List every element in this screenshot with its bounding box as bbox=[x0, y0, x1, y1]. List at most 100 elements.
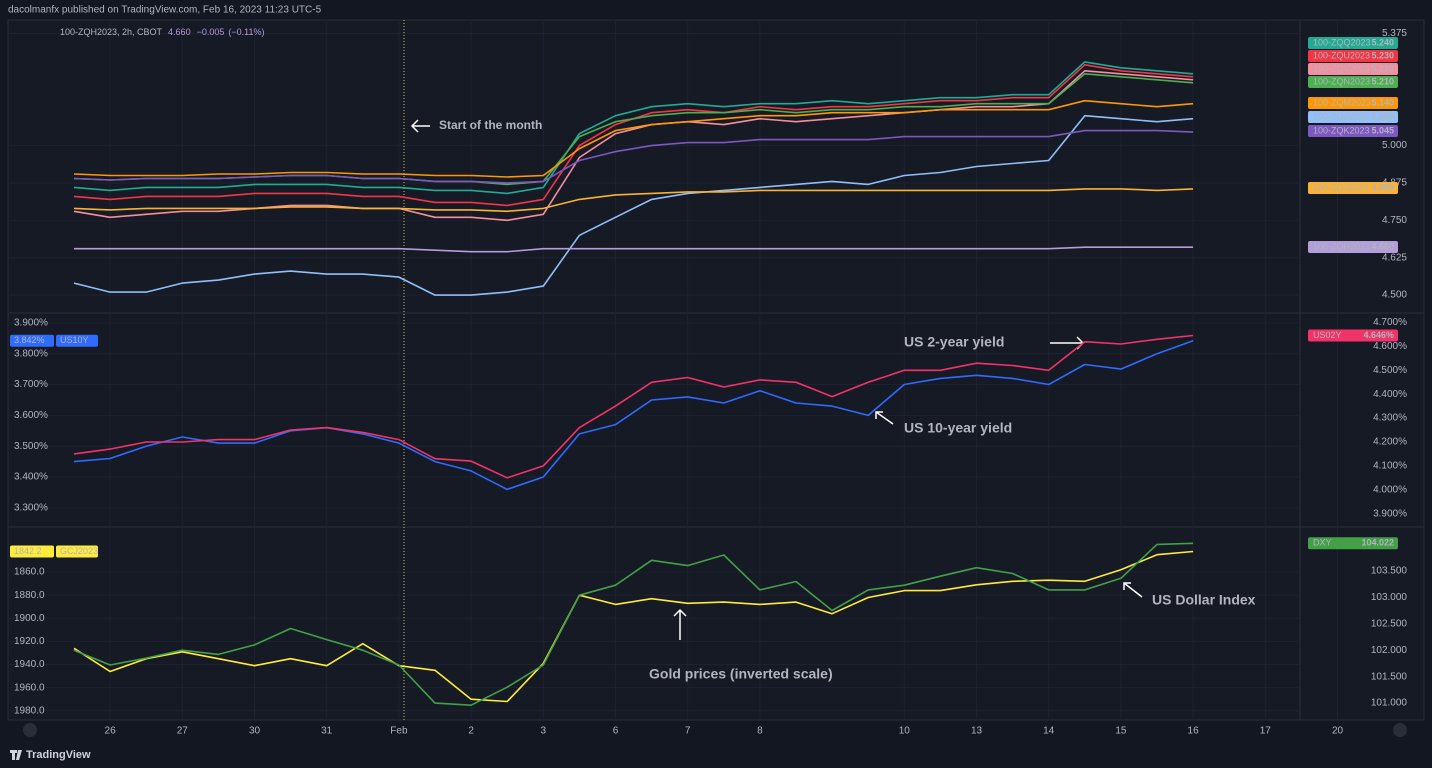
y-tick-label: 5.000 bbox=[1382, 140, 1407, 151]
annotation: US Dollar Index bbox=[1152, 592, 1256, 608]
x-tick-label: 30 bbox=[249, 726, 261, 737]
x-tick-label: 2 bbox=[468, 726, 474, 737]
x-tick-label: 3 bbox=[541, 726, 547, 737]
y2-tick-label: 101.500 bbox=[1371, 671, 1408, 682]
grid-layer bbox=[8, 20, 1338, 720]
badge-value: 3.842% bbox=[14, 335, 45, 345]
badge-value: 4.855 bbox=[1371, 182, 1394, 192]
y-tick-label: 1980.0 bbox=[14, 705, 45, 716]
y-tick-label: 3.800% bbox=[14, 348, 48, 359]
symbol-badge bbox=[56, 545, 98, 558]
x-tick-label: 26 bbox=[105, 726, 117, 737]
price-badge bbox=[10, 334, 54, 347]
badge-name: 100-ZQU2023 bbox=[1313, 50, 1370, 60]
price-badge bbox=[1308, 50, 1398, 62]
x-tick-label: 16 bbox=[1188, 726, 1200, 737]
y2-tick-label: 4.000% bbox=[1373, 484, 1407, 495]
badge-value: 5.210 bbox=[1371, 76, 1394, 86]
y2-tick-label: 3.900% bbox=[1373, 508, 1407, 519]
y-tick-label: 3.900% bbox=[14, 318, 48, 329]
x-tick-label: 6 bbox=[613, 726, 619, 737]
publish-note: dacolmanfx published on TradingView.com,… bbox=[8, 5, 322, 16]
y2-tick-label: 4.100% bbox=[1373, 460, 1407, 471]
y2-tick-label: 102.000 bbox=[1371, 645, 1408, 656]
price-badge bbox=[1308, 111, 1398, 123]
badge-name: 100-ZQK2023 bbox=[1313, 125, 1370, 135]
y-tick-label: 3.300% bbox=[14, 503, 48, 514]
y-tick-label: 1860.0 bbox=[14, 567, 45, 578]
x-tick-label: 27 bbox=[177, 726, 189, 737]
y2-tick-label: 4.300% bbox=[1373, 413, 1407, 424]
y-tick-label: 3.600% bbox=[14, 410, 48, 421]
badge-value: 104.022 bbox=[1361, 538, 1394, 548]
x-tick-label: 7 bbox=[685, 726, 691, 737]
badge-value: 4.646% bbox=[1363, 330, 1394, 340]
legend-symbol: 100-ZQH2023, 2h, CBOT bbox=[60, 27, 163, 37]
y-tick-label: 3.700% bbox=[14, 379, 48, 390]
scroll-button[interactable] bbox=[23, 723, 37, 737]
series-line bbox=[73, 542, 1194, 706]
badge-name: 100-ZQZ2023 bbox=[1313, 111, 1369, 121]
x-tick-label: 14 bbox=[1043, 726, 1055, 737]
y2-tick-label: 4.200% bbox=[1373, 437, 1407, 448]
badge-name: 100-ZQQ2023 bbox=[1313, 37, 1371, 47]
badge-value: 5.140 bbox=[1371, 97, 1394, 107]
y2-tick-label: 103.000 bbox=[1371, 592, 1408, 603]
annotation: US 2-year yield bbox=[904, 334, 1004, 350]
arrow bbox=[410, 119, 430, 133]
y-tick-label: 4.625 bbox=[1382, 252, 1407, 263]
series-line bbox=[73, 550, 1194, 703]
y-tick-label: 3.500% bbox=[14, 441, 48, 452]
x-tick-label: 13 bbox=[971, 726, 983, 737]
arrow bbox=[875, 411, 894, 425]
y-tick-label: 5.375 bbox=[1382, 28, 1407, 39]
y2-tick-label: 4.700% bbox=[1373, 317, 1407, 328]
symbol-badge bbox=[56, 334, 98, 347]
badge-name: 100-ZQN2023 bbox=[1313, 76, 1370, 86]
x-tick-label: 8 bbox=[757, 726, 763, 737]
price-badge bbox=[1308, 329, 1398, 342]
y2-tick-label: 4.600% bbox=[1373, 341, 1407, 352]
y-tick-label: 1880.0 bbox=[14, 590, 45, 601]
series-line bbox=[73, 334, 1194, 479]
series-line bbox=[73, 340, 1194, 491]
x-tick-label: 15 bbox=[1115, 726, 1127, 737]
price-badge bbox=[1308, 63, 1398, 75]
price-badge bbox=[1308, 125, 1398, 137]
brand: TradingView bbox=[26, 749, 91, 761]
price-badge bbox=[10, 545, 54, 558]
y2-tick-label: 101.000 bbox=[1371, 698, 1408, 709]
y2-tick-label: 103.500 bbox=[1371, 566, 1408, 577]
auto-scale-button[interactable] bbox=[1393, 723, 1407, 737]
series-line bbox=[73, 188, 1194, 213]
badge-name: 100-ZQV2023 bbox=[1313, 63, 1370, 73]
y-tick-label: 1920.0 bbox=[14, 636, 45, 647]
y-tick-label: 1900.0 bbox=[14, 613, 45, 624]
annotation: Start of the month bbox=[439, 118, 542, 132]
badge-value: 5.220 bbox=[1371, 63, 1394, 73]
legend-change: −0.005 bbox=[197, 27, 225, 37]
badge-value: 5.090 bbox=[1371, 111, 1394, 121]
price-badge bbox=[1308, 76, 1398, 88]
y2-tick-label: 102.500 bbox=[1371, 618, 1408, 629]
badge-value: 1842.2 bbox=[14, 546, 42, 556]
chart-frame bbox=[7, 19, 1425, 721]
series-line bbox=[74, 246, 1194, 253]
badge-name: 100-ZQH2023 bbox=[1313, 241, 1370, 251]
y-tick-label: 4.500 bbox=[1382, 290, 1407, 301]
legend-price: 4.660 bbox=[168, 27, 191, 37]
y-tick-label: 4.750 bbox=[1382, 215, 1407, 226]
y2-tick-label: 4.500% bbox=[1373, 365, 1407, 376]
legend-header: 100-ZQH2023, 2h, CBOT 4.660 −0.005 (−0.11%) bbox=[60, 27, 264, 37]
price-badge bbox=[1308, 37, 1398, 49]
badge-name: US10Y bbox=[60, 335, 89, 345]
badge-name: US02Y bbox=[1313, 330, 1342, 340]
series-line bbox=[73, 99, 1194, 178]
badge-name: 100-ZQM2023 bbox=[1313, 97, 1371, 107]
x-tick-label: 10 bbox=[899, 726, 911, 737]
badge-value: 5.230 bbox=[1371, 50, 1394, 60]
x-tick-label: 17 bbox=[1260, 726, 1272, 737]
x-tick-label: 20 bbox=[1332, 726, 1344, 737]
